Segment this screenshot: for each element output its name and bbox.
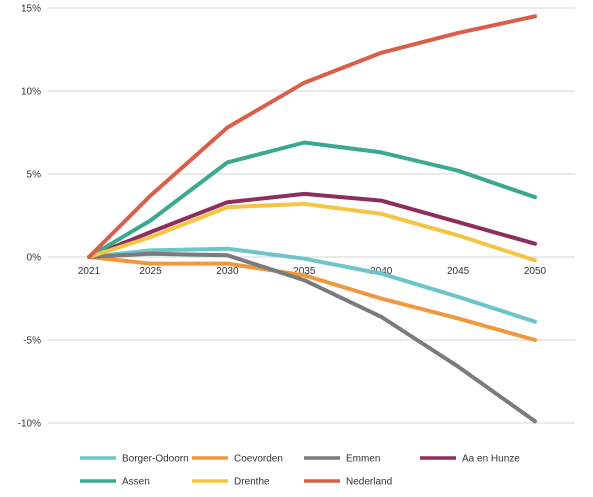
series-line-assen xyxy=(87,140,537,259)
legend-label: Nederland xyxy=(346,477,392,488)
legend-label: Emmen xyxy=(346,454,380,465)
x-tick-label: 2030 xyxy=(216,266,239,277)
y-tick-label: -5% xyxy=(23,336,41,347)
legend-item: Coevorden xyxy=(192,454,283,465)
legend-item: Borger-Odoorn xyxy=(80,454,189,465)
legend-label: Drenthe xyxy=(234,477,270,488)
x-tick-label: 2040 xyxy=(370,266,393,277)
y-tick-label: 0% xyxy=(27,253,42,264)
grid-layer xyxy=(48,7,575,424)
x-tick-label: 2050 xyxy=(524,266,547,277)
series-lines xyxy=(87,14,537,424)
y-tick-label: 5% xyxy=(27,170,42,181)
legend-label: Coevorden xyxy=(234,454,283,465)
y-tick-label: 15% xyxy=(21,4,41,15)
series-line-borger-odoorn xyxy=(87,246,537,324)
legend-item: Emmen xyxy=(304,454,380,465)
x-tick-label: 2035 xyxy=(293,266,316,277)
series-line-aa-en-hunze xyxy=(87,191,537,259)
series-line-drenthe xyxy=(87,201,537,263)
legend: Borger-Odoorn Coevorden Emmen Aa en Hunze As… xyxy=(80,454,520,488)
legend-label: Aa en Hunze xyxy=(462,454,520,465)
y-tick-label: 10% xyxy=(21,87,41,98)
x-tick-label: 2045 xyxy=(447,266,470,277)
x-tick-label: 2021 xyxy=(78,266,101,277)
x-tick-label: 2025 xyxy=(139,266,162,277)
legend-item: Aa en Hunze xyxy=(420,454,520,465)
x-axis-tick-labels: 2021 2025 2030 2035 2040 2045 2050 xyxy=(78,266,547,277)
series-line-coevorden xyxy=(87,255,537,342)
series-line-nederland xyxy=(87,14,537,259)
y-axis-tick-labels: 15% 10% 5% 0% -5% -10% xyxy=(18,4,41,430)
legend-item: Assen xyxy=(80,477,150,488)
legend-item: Nederland xyxy=(304,477,392,488)
legend-item: Drenthe xyxy=(192,477,270,488)
legend-label: Borger-Odoorn xyxy=(122,454,189,465)
legend-label: Assen xyxy=(122,477,150,488)
y-tick-label: -10% xyxy=(18,419,41,430)
series-line-emmen xyxy=(87,251,537,424)
